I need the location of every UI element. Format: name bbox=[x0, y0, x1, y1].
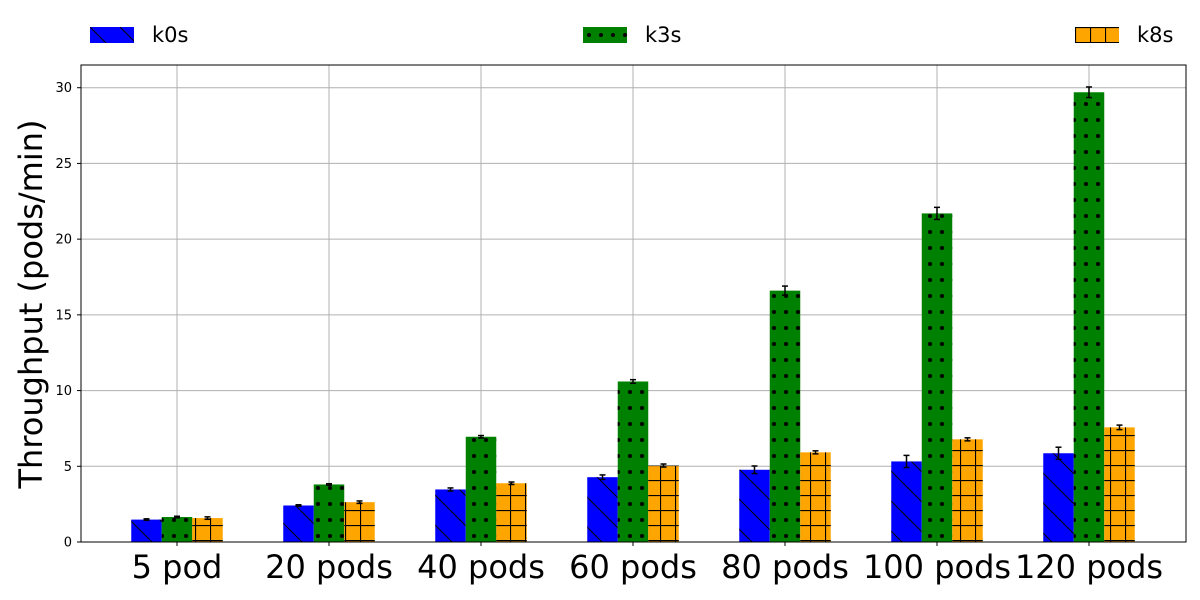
bar-hatch-k3s bbox=[769, 290, 801, 542]
legend-swatch-k8s bbox=[1075, 27, 1119, 43]
x-tick-label: 40 pods bbox=[417, 548, 545, 586]
bar-hatch-k3s bbox=[313, 484, 345, 542]
bar-hatch-k3s bbox=[921, 213, 953, 542]
bar-hatch-k8s bbox=[344, 502, 375, 542]
x-tick-label: 80 pods bbox=[721, 548, 849, 586]
y-tick-label: 10 bbox=[55, 384, 72, 399]
bar-hatch-k8s bbox=[496, 483, 527, 542]
bar-hatch-k0s bbox=[739, 469, 770, 542]
y-tick-label: 15 bbox=[55, 308, 72, 323]
bar-hatch-k3s bbox=[161, 517, 193, 542]
bar-hatch-k0s bbox=[435, 489, 466, 542]
y-tick-label: 25 bbox=[55, 157, 72, 172]
bar-hatch-k3s bbox=[1073, 92, 1105, 542]
y-tick-label: 20 bbox=[55, 233, 72, 248]
y-tick-label: 30 bbox=[55, 81, 72, 96]
y-axis-label: Throughput (pods/min) bbox=[12, 119, 50, 489]
legend-label-k8s: k8s bbox=[1137, 23, 1174, 47]
bar-hatch-k0s bbox=[131, 519, 162, 542]
legend-swatch-k0s bbox=[90, 27, 134, 43]
y-tick-label: 0 bbox=[64, 536, 72, 551]
bar-hatch-k3s bbox=[465, 436, 497, 542]
bar-hatch-k8s bbox=[952, 439, 983, 542]
legend-item-k8s: k8s bbox=[1075, 20, 1173, 50]
x-tick-label: 60 pods bbox=[569, 548, 697, 586]
legend-label-k0s: k0s bbox=[152, 23, 189, 47]
bar-hatch-k8s bbox=[1104, 427, 1135, 542]
bar-hatch-k0s bbox=[587, 477, 618, 542]
legend-item-k3s: k3s bbox=[583, 20, 681, 50]
y-tick-label: 5 bbox=[64, 460, 72, 475]
bar-hatch-k8s bbox=[800, 452, 831, 542]
bar-hatch-k0s bbox=[1043, 453, 1074, 542]
x-tick-label: 5 pod bbox=[132, 548, 223, 586]
x-tick-label: 100 pods bbox=[863, 548, 1011, 586]
legend-label-k3s: k3s bbox=[645, 23, 682, 47]
bar-hatch-k8s bbox=[192, 518, 223, 542]
bar-hatch-k3s bbox=[617, 381, 649, 542]
x-tick-label: 120 pods bbox=[1015, 548, 1163, 586]
bar-hatch-k8s bbox=[648, 465, 679, 542]
bars bbox=[131, 86, 1135, 542]
legend-item-k0s: k0s bbox=[90, 20, 188, 50]
x-tick-label: 20 pods bbox=[265, 548, 393, 586]
bar-hatch-k0s bbox=[891, 461, 922, 542]
axes: 0 5 10 15 20 25 30 5 pod 20 pods 40 pods 60 pods 80… bbox=[55, 64, 1187, 586]
bar-hatch-k0s bbox=[283, 505, 314, 542]
legend-swatch-k3s bbox=[583, 27, 627, 43]
